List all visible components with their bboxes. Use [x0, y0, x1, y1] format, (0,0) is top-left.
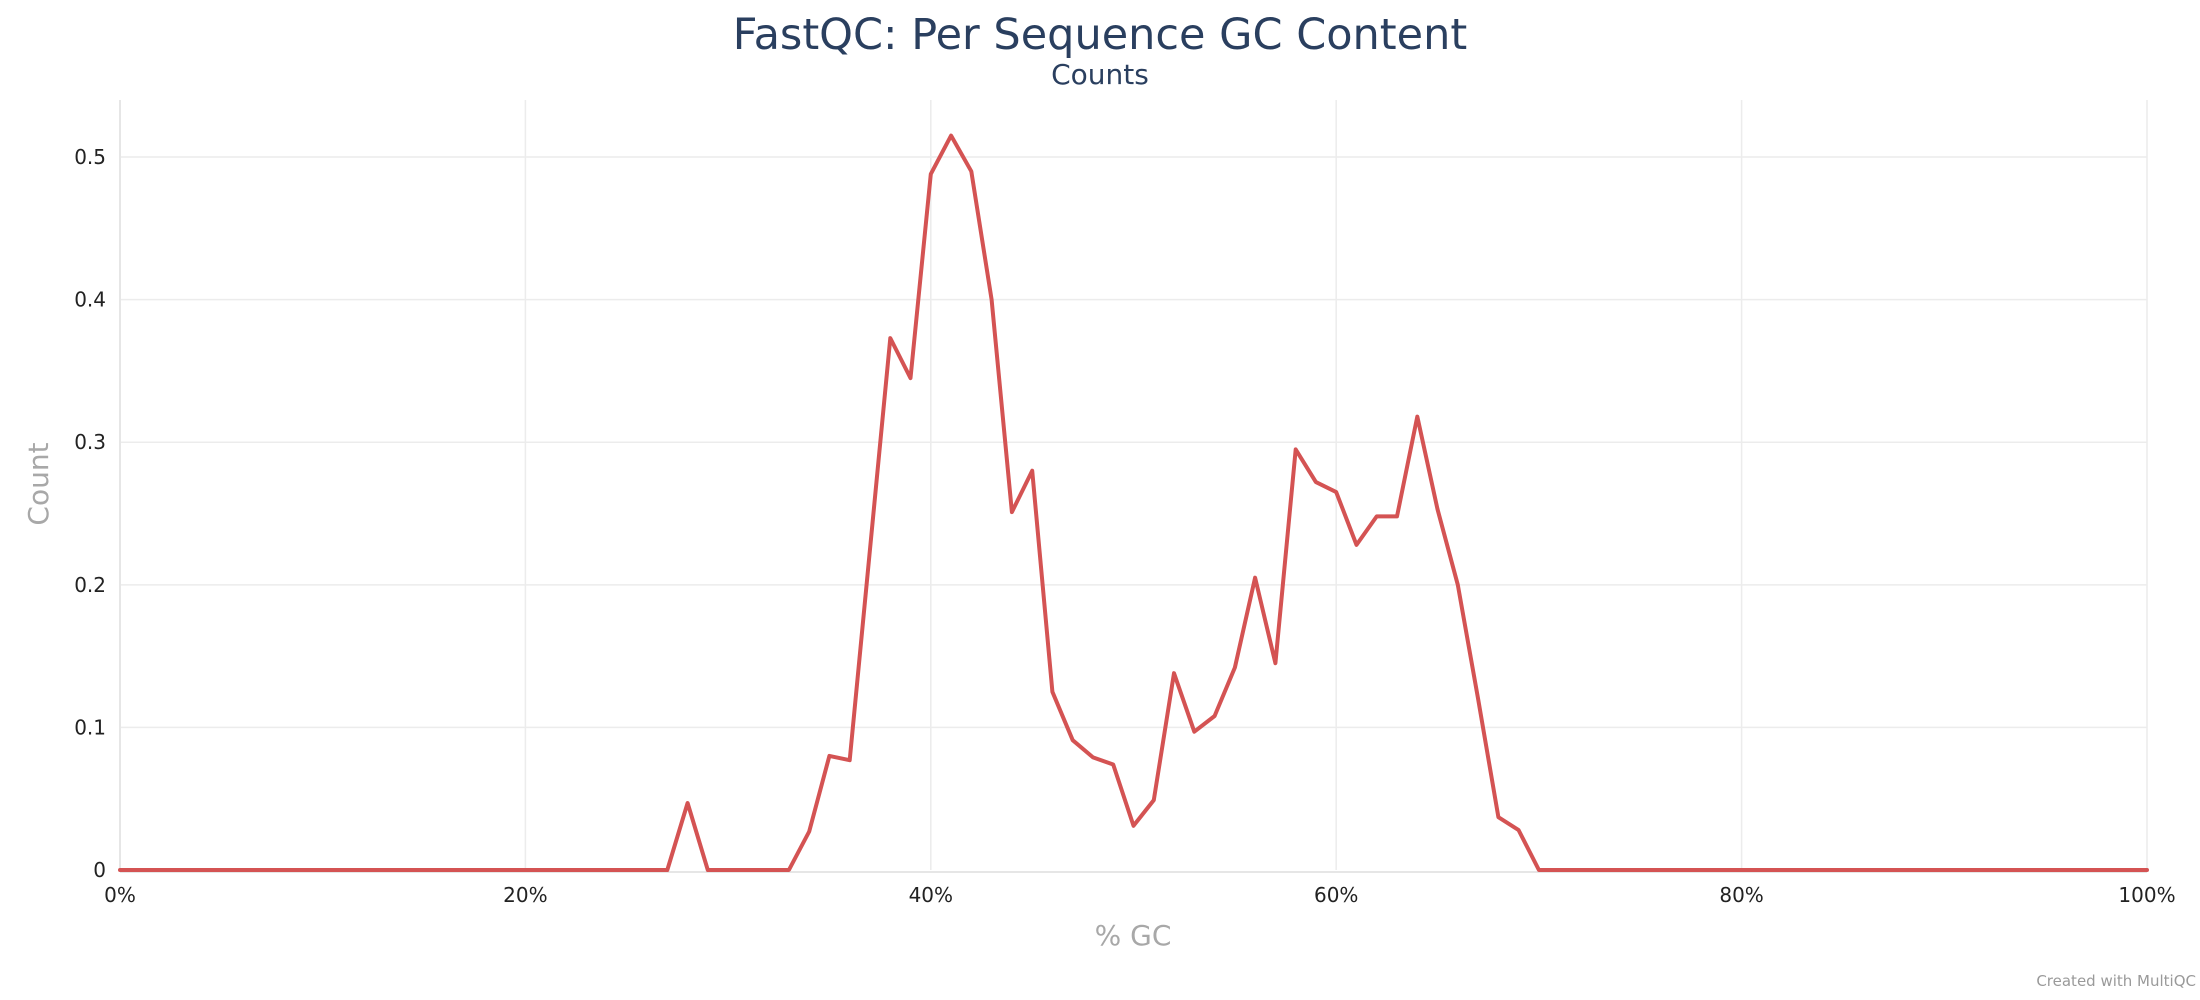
x-tick-label: 60% — [1314, 883, 1358, 907]
x-tick-label: 100% — [2118, 883, 2175, 907]
x-axis-ticks: 0% 20% 40% 60% 80% 100% — [104, 883, 2175, 907]
y-axis-ticks: 0 0.1 0.2 0.3 0.4 0.5 — [74, 145, 106, 882]
y-tick-label: 0.4 — [74, 288, 106, 312]
y-tick-label: 0.3 — [74, 430, 106, 454]
y-tick-label: 0.1 — [74, 715, 106, 739]
y-tick-label: 0.2 — [74, 573, 106, 597]
series-line — [118, 133, 2149, 872]
y-tick-label: 0.5 — [74, 145, 106, 169]
credit-text: Created with MultiQC — [2036, 972, 2196, 990]
x-axis-title: % GC — [1095, 919, 1172, 952]
series — [118, 133, 2149, 872]
x-tick-label: 20% — [503, 883, 547, 907]
axes — [119, 100, 2147, 873]
grid — [120, 100, 2148, 870]
y-tick-label: 0 — [93, 858, 106, 882]
x-tick-label: 40% — [909, 883, 953, 907]
y-axis-title: Count — [22, 442, 55, 525]
chart-title: FastQC: Per Sequence GC Content — [733, 10, 1467, 60]
x-tick-label: 80% — [1719, 883, 1763, 907]
chart-subtitle: Counts — [1051, 58, 1149, 91]
x-tick-label: 0% — [104, 883, 136, 907]
